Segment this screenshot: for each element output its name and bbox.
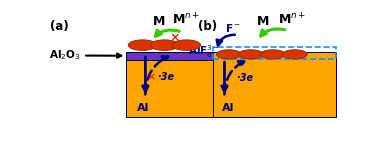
Circle shape: [282, 50, 307, 59]
Circle shape: [260, 50, 285, 59]
Bar: [213, 47, 336, 59]
Text: F$^-$: F$^-$: [225, 22, 241, 34]
Bar: [126, 60, 255, 117]
Text: Al: Al: [222, 103, 234, 113]
Circle shape: [217, 50, 241, 59]
Text: Al$_2$O$_3$: Al$_2$O$_3$: [49, 49, 121, 62]
Text: Al: Al: [136, 103, 149, 113]
Bar: [213, 52, 336, 117]
Text: ·3e: ·3e: [236, 73, 253, 83]
Text: M$^{n+}$: M$^{n+}$: [172, 12, 200, 27]
Text: ✕: ✕: [169, 32, 180, 45]
Text: ×: ×: [147, 73, 156, 83]
Text: (a): (a): [50, 20, 69, 33]
Bar: [126, 52, 255, 60]
Text: M$^{n+}$: M$^{n+}$: [278, 12, 306, 27]
Text: M: M: [256, 15, 269, 27]
Text: ·3e: ·3e: [157, 72, 174, 82]
Circle shape: [129, 40, 156, 50]
Circle shape: [150, 40, 178, 50]
Text: (b): (b): [198, 20, 217, 33]
Circle shape: [172, 40, 200, 50]
Circle shape: [239, 50, 263, 59]
Text: M: M: [152, 15, 165, 27]
Text: AlF$_6^{3-}$: AlF$_6^{3-}$: [188, 43, 220, 60]
